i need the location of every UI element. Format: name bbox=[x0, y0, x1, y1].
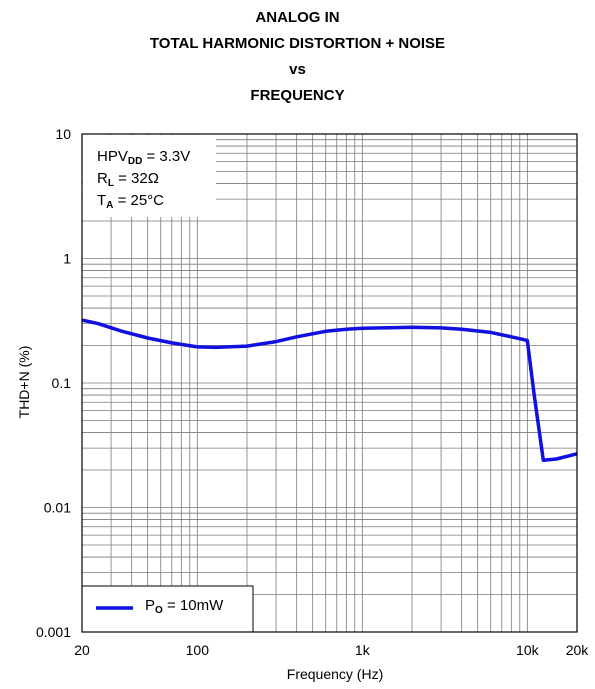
condition-subscript: L bbox=[107, 178, 114, 189]
chart-title-line-3: vs bbox=[289, 61, 306, 78]
condition-subscript: A bbox=[106, 200, 114, 211]
x-tick-label: 20 bbox=[74, 642, 90, 658]
y-tick-labels: 10 1 0.1 0.01 0.001 bbox=[36, 126, 71, 640]
y-axis-label: THD+N (%) bbox=[16, 346, 32, 419]
x-tick-label: 20k bbox=[566, 642, 590, 658]
condition-text: HPV bbox=[97, 148, 128, 165]
y-tick-label: 0.001 bbox=[36, 624, 71, 640]
y-tick-label: 0.1 bbox=[52, 375, 72, 391]
x-tick-label: 10k bbox=[516, 642, 540, 658]
x-tick-labels: 20 100 1k 10k 20k bbox=[74, 642, 589, 658]
condition-text: = 25°C bbox=[113, 192, 165, 209]
condition-text: = 32Ω bbox=[113, 170, 159, 187]
chart-title-line-1: ANALOG IN bbox=[255, 9, 340, 26]
plot-frame bbox=[81, 133, 578, 633]
legend-label: PO = 10mW bbox=[145, 597, 223, 616]
condition-subscript: DD bbox=[127, 156, 143, 167]
series-line-po-10mw bbox=[81, 318, 578, 462]
legend-text: P bbox=[145, 597, 156, 614]
chart-title-line-4: FREQUENCY bbox=[250, 87, 345, 104]
x-tick-label: 1k bbox=[355, 642, 371, 658]
y-tick-label: 1 bbox=[63, 251, 71, 267]
legend-subscript: O bbox=[155, 605, 163, 616]
condition-load-resistance: RL = 32Ω bbox=[97, 168, 159, 195]
condition-text: T bbox=[97, 192, 107, 209]
condition-supply-voltage: HPVDD = 3.3V bbox=[97, 146, 190, 173]
condition-ambient-temperature: TA = 25°C bbox=[97, 190, 164, 217]
x-axis-label: Frequency (Hz) bbox=[287, 666, 383, 682]
legend-text: = 10mW bbox=[162, 597, 224, 614]
chart-title-line-2: TOTAL HARMONIC DISTORTION + NOISE bbox=[149, 35, 446, 52]
condition-text: R bbox=[97, 170, 108, 187]
y-tick-label: 0.01 bbox=[44, 500, 71, 516]
x-tick-label: 100 bbox=[186, 642, 210, 658]
conditions-box-background bbox=[83, 135, 216, 217]
y-tick-label: 10 bbox=[55, 126, 71, 142]
condition-text: = 3.3V bbox=[142, 148, 191, 165]
